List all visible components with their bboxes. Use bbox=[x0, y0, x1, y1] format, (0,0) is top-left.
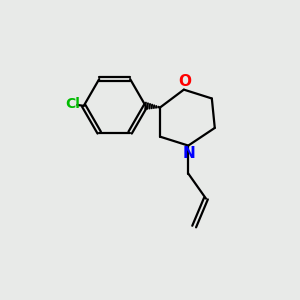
Text: Cl: Cl bbox=[65, 98, 80, 111]
Text: O: O bbox=[178, 74, 191, 89]
Text: N: N bbox=[183, 146, 196, 161]
